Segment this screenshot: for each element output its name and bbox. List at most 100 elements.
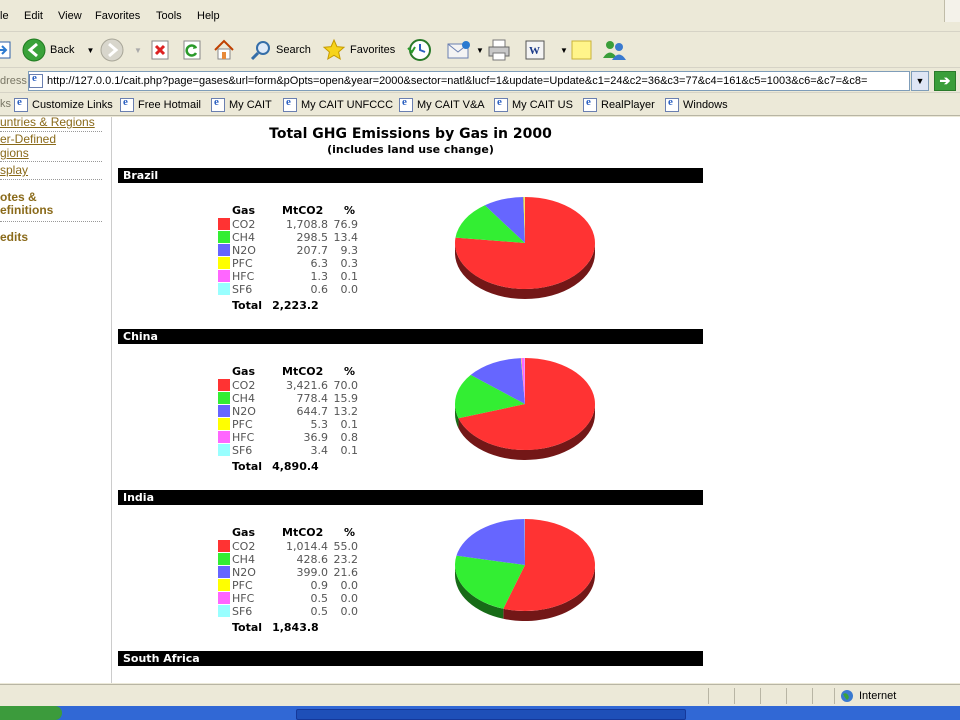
country-header-india: India (118, 490, 703, 505)
gas-percent: 23.2 (333, 553, 359, 566)
address-input[interactable]: http://127.0.0.1/cait.php?page=gases&url… (28, 71, 910, 91)
status-divider (760, 688, 761, 704)
sidebar-link-user-defined-2[interactable]: gions (0, 146, 29, 160)
menu-tools[interactable]: Tools (156, 10, 182, 22)
chevron-down-icon[interactable]: ▼ (560, 45, 568, 55)
discuss-button[interactable] (570, 36, 594, 64)
back-arrow-icon (22, 38, 46, 62)
menu-file[interactable]: le (0, 10, 9, 22)
sidebar-link-countries-regions[interactable]: untries & Regions (0, 117, 95, 129)
gas-mtco2: 0.9 (310, 579, 329, 592)
gas-name: HFC (232, 592, 255, 605)
taskbar (0, 706, 960, 720)
gas-row: CO2 1,708.8 76.9 (218, 218, 363, 231)
menu-favorites[interactable]: Favorites (95, 10, 141, 22)
address-dropdown-button[interactable]: ▼ (911, 71, 929, 91)
legend-swatch (218, 418, 230, 430)
stop-button[interactable] (150, 36, 170, 64)
link-label: My CAIT UNFCCC (301, 99, 394, 111)
go-button[interactable]: ➔ (934, 71, 956, 91)
messenger-icon (603, 41, 626, 60)
sidebar-credits[interactable]: edits (0, 230, 29, 244)
gas-row: PFC 0.9 0.0 (218, 579, 363, 592)
pie-chart-china (455, 358, 595, 460)
chevron-down-icon[interactable]: ▼ (476, 45, 484, 55)
gas-mtco2: 3,421.6 (286, 379, 328, 392)
link-my-cait[interactable]: My CAIT (211, 96, 272, 112)
link-label: Customize Links (32, 99, 113, 111)
sidebar-link-user-defined[interactable]: er-Defined (0, 132, 57, 146)
globe-icon (841, 690, 853, 702)
home-button[interactable] (212, 36, 236, 64)
favorites-button[interactable]: Favorites (322, 36, 395, 64)
link-my-cait-va[interactable]: My CAIT V&A (399, 96, 485, 112)
sidebar-divider (0, 131, 102, 132)
start-button[interactable] (0, 706, 62, 720)
security-zone: Internet (840, 689, 896, 703)
svg-text:W: W (529, 45, 540, 57)
gas-percent: 15.9 (333, 392, 359, 405)
link-windows[interactable]: Windows (665, 96, 728, 112)
history-button[interactable] (406, 36, 432, 64)
gas-mtco2: 778.4 (296, 392, 329, 405)
gas-row: PFC 5.3 0.1 (218, 418, 363, 431)
pie-slice-pfc (523, 197, 525, 243)
gas-mtco2: 298.5 (296, 231, 329, 244)
legend-swatch (218, 283, 230, 295)
status-divider (834, 688, 835, 704)
link-label: My CAIT V&A (417, 99, 485, 111)
gas-percent: 70.0 (333, 379, 359, 392)
link-customize-links[interactable]: Customize Links (14, 96, 113, 112)
print-button[interactable] (486, 36, 512, 64)
col-header-mtco2: MtCO2 (282, 526, 324, 539)
menu-help[interactable]: Help (197, 10, 220, 22)
menu-bar: le Edit View Favorites Tools Help (0, 0, 960, 32)
legend-swatch (218, 579, 230, 591)
gas-name: CH4 (232, 553, 255, 566)
refresh-button[interactable] (182, 36, 202, 64)
chevron-down-icon[interactable]: ▼ (86, 45, 95, 55)
gas-name: N2O (232, 405, 256, 418)
legend-swatch (218, 379, 230, 391)
ie-page-icon (583, 96, 597, 112)
forward-button[interactable]: ▼ (100, 36, 142, 64)
window-control-stub[interactable] (944, 0, 960, 22)
legend-swatch (218, 444, 230, 456)
col-header-pct: % (344, 204, 356, 217)
toolbar-edge-button[interactable] (0, 36, 12, 64)
link-my-cait-unfccc[interactable]: My CAIT UNFCCC (283, 96, 394, 112)
gas-name: CO2 (232, 218, 256, 231)
edit-button[interactable]: W ▼ (524, 36, 568, 64)
sidebar-definitions[interactable]: efinitions (0, 203, 54, 217)
legend-swatch (218, 553, 230, 565)
gas-percent: 21.6 (333, 566, 359, 579)
gas-mtco2: 1.3 (310, 270, 329, 283)
back-button[interactable]: Back ▼ (22, 36, 94, 64)
home-icon (214, 39, 234, 60)
sidebar-divider (0, 179, 102, 180)
messenger-button[interactable] (600, 36, 628, 64)
legend-swatch (218, 257, 230, 269)
sidebar-link-display[interactable]: splay (0, 163, 29, 177)
link-free-hotmail[interactable]: Free Hotmail (120, 96, 201, 112)
search-button[interactable]: Search (250, 36, 311, 64)
col-header-pct: % (344, 526, 356, 539)
gas-row: CO2 3,421.6 70.0 (218, 379, 363, 392)
total-label: Total (232, 621, 263, 634)
mail-button[interactable]: ▼ (446, 36, 484, 64)
total-label: Total (232, 299, 263, 312)
address-url[interactable]: http://127.0.0.1/cait.php?page=gases&url… (47, 75, 868, 87)
pie-slice-co2 (458, 358, 595, 450)
menu-view[interactable]: View (58, 10, 82, 22)
link-realplayer[interactable]: RealPlayer (583, 96, 655, 112)
chevron-down-icon[interactable]: ▼ (134, 45, 142, 55)
link-my-cait-us[interactable]: My CAIT US (494, 96, 573, 112)
menu-edit[interactable]: Edit (24, 10, 43, 22)
sidebar-notes[interactable]: otes & (0, 190, 37, 204)
gas-name: CO2 (232, 379, 256, 392)
back-label: Back (50, 44, 75, 56)
gas-mtco2: 36.9 (303, 431, 329, 444)
gas-row: N2O 207.7 9.3 (218, 244, 363, 257)
pie-side-ch4 (455, 404, 459, 429)
taskbar-window-button[interactable] (296, 709, 686, 720)
